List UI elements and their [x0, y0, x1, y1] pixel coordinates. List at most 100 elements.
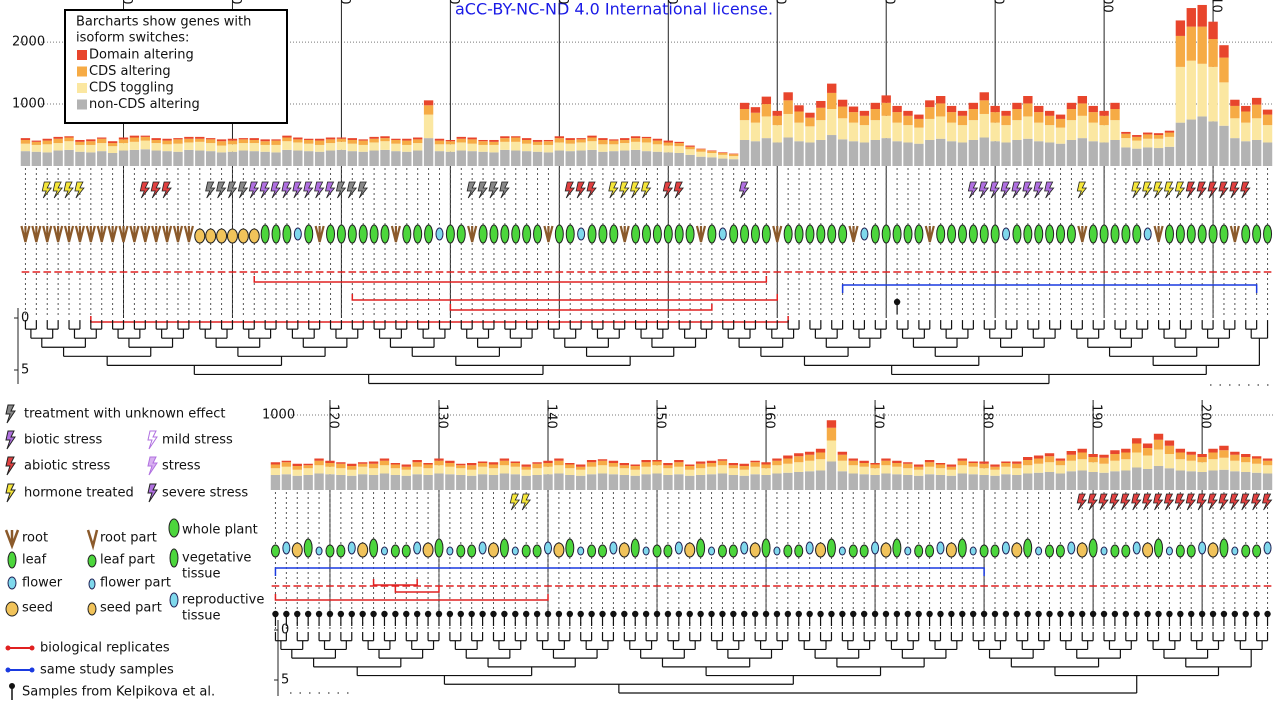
tissue-icon — [991, 545, 999, 557]
bar-segment — [162, 144, 171, 151]
bar-segment — [979, 468, 988, 475]
bar-segment — [435, 141, 444, 145]
bar-segment — [337, 142, 346, 150]
bar-segment — [969, 103, 978, 109]
bar-segment — [1121, 147, 1130, 166]
bar-segment — [1165, 131, 1174, 133]
bar-segment — [456, 465, 465, 468]
tissue-icon — [1003, 228, 1010, 240]
bar-segment — [1056, 461, 1065, 466]
bar-segment — [53, 137, 62, 139]
bar-segment — [1099, 455, 1108, 458]
bar-segment — [1154, 139, 1163, 148]
bar-segment — [380, 474, 389, 491]
bar-segment — [750, 467, 759, 475]
bar-segment — [1230, 461, 1239, 472]
bar-segment — [609, 141, 618, 145]
bar-segment — [1187, 455, 1196, 461]
bar-segment — [958, 111, 967, 116]
bar-segment — [1132, 141, 1141, 149]
bar-segment — [1176, 20, 1185, 35]
bar-segment — [587, 460, 596, 462]
bar-segment — [434, 461, 443, 466]
bar-segment — [358, 467, 367, 475]
x-tick-label: 30 — [337, 0, 352, 5]
bar-segment — [326, 139, 335, 143]
stress-icon — [968, 182, 977, 198]
bar-segment — [391, 468, 400, 475]
bar-segment — [130, 136, 139, 138]
legend-swatch — [77, 83, 87, 93]
bar-segment — [925, 474, 934, 490]
bar-segment — [870, 463, 879, 465]
lollipop — [392, 611, 398, 617]
tissue-icon — [414, 225, 422, 243]
bar-segment — [925, 462, 934, 467]
bar-segment — [1099, 111, 1108, 116]
tissue-icon — [544, 226, 552, 242]
bar-segment — [412, 462, 421, 467]
bar-segment — [740, 140, 749, 166]
bar-segment — [773, 125, 782, 142]
tissue-icon — [643, 547, 649, 555]
tissue-icon — [1242, 225, 1250, 243]
bar-segment — [663, 468, 672, 475]
tissue-icon — [1111, 545, 1119, 557]
tissue-icon — [337, 545, 345, 557]
bar-segment — [849, 107, 858, 113]
bar-segment — [522, 138, 531, 140]
tissue-icon — [1089, 539, 1097, 557]
stress-icon — [740, 182, 749, 198]
bar-segment — [1132, 468, 1141, 491]
bar-segment — [1154, 434, 1163, 440]
bar-segment — [936, 463, 945, 465]
bar-segment — [881, 459, 890, 461]
stress-icon — [587, 182, 596, 198]
lollipop — [338, 611, 344, 617]
bar-segment — [751, 113, 760, 123]
bar-segment — [696, 464, 705, 469]
tissue-icon — [969, 225, 977, 243]
y-tick-label: 1000 — [12, 97, 45, 112]
bar-segment — [1001, 142, 1010, 166]
bar-segment — [522, 151, 531, 166]
bar-segment — [544, 152, 553, 166]
bar-segment — [849, 461, 858, 466]
bar-segment — [1001, 463, 1010, 467]
lollipop — [697, 611, 703, 617]
bar-segment — [467, 139, 476, 143]
bar-segment — [969, 109, 978, 120]
tissue-icon — [675, 225, 683, 243]
bar-segment — [1176, 471, 1185, 491]
bar-segment — [652, 460, 661, 462]
tissue-icon — [619, 543, 629, 557]
tissue-icon — [206, 229, 216, 243]
bar-segment — [1078, 459, 1087, 470]
bar-segment — [554, 465, 563, 473]
lollipop — [567, 611, 573, 617]
bar-segment — [423, 468, 432, 475]
bar-segment — [903, 116, 912, 125]
tissue-icon — [283, 542, 290, 554]
bar-segment — [827, 420, 836, 428]
tissue-icon — [1133, 542, 1140, 554]
bar-segment — [1230, 118, 1239, 138]
x-tick-label: 90 — [991, 0, 1006, 5]
bar-segment — [576, 470, 585, 476]
bar-segment — [1241, 111, 1250, 122]
bar-segment — [794, 141, 803, 166]
bar-segment — [75, 145, 84, 152]
bar-segment — [1197, 454, 1206, 457]
tissue-icon — [370, 225, 378, 243]
bar-segment — [1230, 106, 1239, 118]
tissue-icon — [1208, 543, 1218, 557]
bar-segment — [43, 144, 52, 152]
icon-unknown — [6, 405, 15, 423]
bar-segment — [359, 139, 368, 140]
lollipop — [970, 611, 976, 617]
bar-segment — [391, 144, 400, 151]
bar-segment — [456, 464, 465, 466]
bar-segment — [260, 139, 269, 141]
bar-segment — [1252, 118, 1261, 140]
bar-segment — [271, 468, 280, 475]
